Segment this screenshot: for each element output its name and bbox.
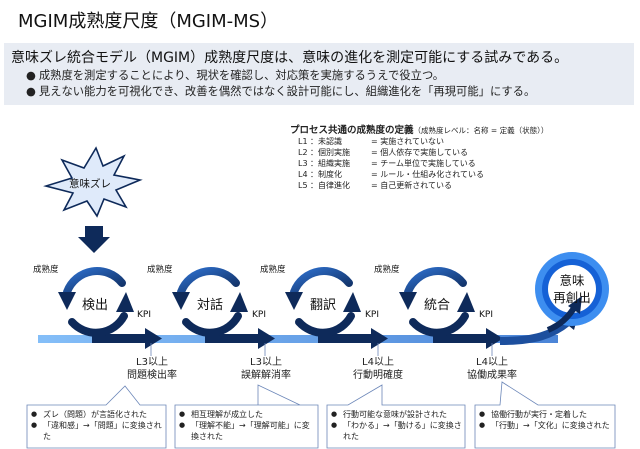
metric-dialogue: L3以上 誤解解消率 bbox=[241, 357, 291, 381]
definition-row: L3 ：組織実施 = チーム単位で実施している bbox=[298, 159, 476, 168]
summary-bullet: ● 見えない能力を可視化でき、改善を偶然ではなく設計可能にし、組織進化を「再現可能… bbox=[26, 85, 536, 98]
definition-row: L2 ：個別実施 = 個人依存で実施している bbox=[298, 148, 469, 157]
kpi-label: KPI bbox=[365, 310, 379, 320]
step-detect: 検出 bbox=[82, 298, 109, 313]
kpi-label: KPI bbox=[137, 310, 151, 320]
callout-dialogue: 相互理解が成立した 「理解不能」→「理解可能」に変換された bbox=[177, 409, 315, 442]
callout-detect: ズレ（問題）が言語化された 「違和感」→「問題」に変換された bbox=[29, 409, 164, 442]
metric-integrate: L4以上 協働成果率 bbox=[467, 357, 517, 381]
maturity-label: 成熟度 bbox=[260, 265, 286, 275]
step-integrate: 統合 bbox=[424, 298, 451, 313]
summary-lead: 意味ズレ統合モデル（MGIM）成熟度尺度は、意味の進化を測定可能にする試みである… bbox=[11, 50, 569, 66]
definitions-heading: プロセス共通の成熟度の定義（成熟度レベル：名称 = 定義（状態）） bbox=[290, 125, 549, 136]
callout-translate: 行動可能な意味が設計された 「わかる」→「動ける」に変換された bbox=[329, 409, 463, 442]
kpi-label: KPI bbox=[252, 310, 266, 320]
trigger-label: 意味ズレ bbox=[69, 178, 111, 190]
definition-row: L5 ：自律進化 = 自己更新されている bbox=[298, 181, 453, 190]
definition-row: L1 ：未認識 = 実施されていない bbox=[298, 137, 445, 146]
down-arrow-icon bbox=[78, 226, 110, 253]
maturity-label: 成熟度 bbox=[374, 265, 400, 275]
summary-bullet: ● 成熟度を測定することにより、現状を確認し、対応策を実施するうえで役立つ。 bbox=[26, 69, 445, 82]
step-dialogue: 対話 bbox=[197, 298, 224, 313]
kpi-label: KPI bbox=[479, 310, 493, 320]
bullet-icon: ● bbox=[26, 69, 36, 82]
maturity-label: 成熟度 bbox=[147, 265, 173, 275]
step-translate: 翻訳 bbox=[310, 298, 337, 313]
callout-integrate: 協働行動が実行・定着した 「行動」→「文化」に変換された bbox=[477, 409, 613, 431]
metric-detect: L3以上 問題検出率 bbox=[127, 357, 177, 381]
goal-label: 意味 再創出 bbox=[553, 273, 591, 305]
bullet-icon: ● bbox=[26, 85, 36, 98]
goal-ring bbox=[535, 252, 609, 333]
definition-row: L4 ：制度化 = ルール・仕組み化されている bbox=[298, 170, 485, 179]
cycle-graphics bbox=[58, 267, 475, 337]
page-title: MGIM成熟度尺度（MGIM-MS） bbox=[18, 11, 279, 32]
metric-translate: L4以上 行動明確度 bbox=[353, 357, 403, 381]
maturity-definitions: プロセス共通の成熟度の定義（成熟度レベル：名称 = 定義（状態）） L1 ：未認識… bbox=[290, 122, 548, 191]
starburst-icon bbox=[43, 146, 143, 218]
maturity-label: 成熟度 bbox=[33, 265, 59, 275]
summary-box: 意味ズレ統合モデル（MGIM）成熟度尺度は、意味の進化を測定可能にする試みである… bbox=[4, 43, 634, 105]
